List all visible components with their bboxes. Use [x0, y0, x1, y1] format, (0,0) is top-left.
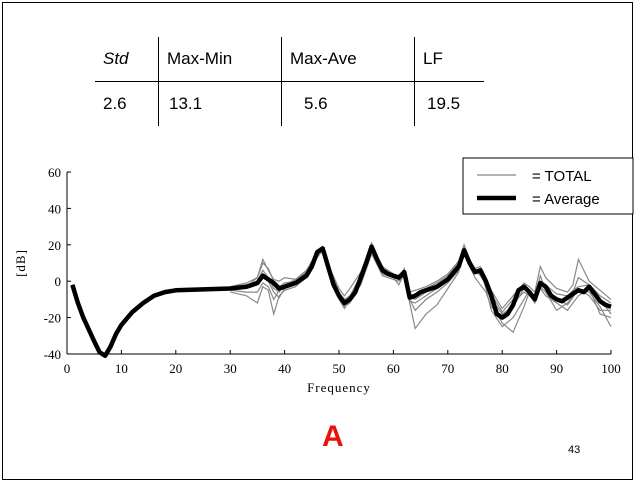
y-tick-label: 20 [48, 238, 61, 253]
slide-border [2, 2, 633, 480]
y-tick-label: 0 [55, 274, 62, 289]
x-tick-label: 90 [550, 361, 563, 376]
series-total-line [230, 246, 612, 314]
x-tick-label: 40 [278, 361, 291, 376]
x-tick-label: 60 [387, 361, 400, 376]
chart-legend: = TOTAL = Average [462, 157, 634, 215]
y-axis-ticks: -40 -20 0 20 40 60 [44, 165, 71, 362]
x-tick-label: 50 [333, 361, 346, 376]
legend-label-total: = TOTAL [532, 168, 592, 185]
series-total-line [230, 244, 612, 315]
y-tick-label: -20 [44, 311, 61, 326]
y-tick-label: 60 [48, 165, 61, 180]
page-number: 43 [568, 444, 581, 456]
x-tick-label: 100 [601, 361, 621, 376]
x-tick-label: 20 [169, 361, 182, 376]
series-average-line [70, 244, 612, 359]
x-tick-label: 70 [441, 361, 454, 376]
x-axis-ticks: 0 10 20 30 40 50 60 70 80 90 100 [64, 350, 621, 376]
stats-header-std: Std [95, 37, 159, 82]
stats-header-row: Std Max-Min Max-Ave LF [95, 37, 484, 82]
x-tick-label: 30 [224, 361, 237, 376]
y-tick-label: 40 [48, 201, 61, 216]
stats-value-row: 2.6 13.1 5.6 19.5 [95, 81, 484, 126]
panel-label: A [322, 420, 344, 453]
series-average-line [70, 244, 612, 359]
y-tick-label: -40 [44, 347, 61, 362]
x-tick-label: 0 [64, 361, 71, 376]
stats-header-max-min: Max-Min [158, 37, 282, 82]
y-axis-label: [dB] [13, 249, 28, 277]
x-axis-label: Frequency [307, 380, 371, 395]
x-tick-label: 80 [496, 361, 509, 376]
legend-box [462, 157, 634, 215]
stats-table: Std Max-Min Max-Ave LF 2.6 13.1 5.6 19.5 [95, 37, 484, 126]
stats-value-max-min: 13.1 [158, 81, 282, 126]
stats-value-max-ave: 5.6 [281, 81, 415, 126]
legend-label-average: = Average [532, 191, 600, 208]
stats-value-lf: 19.5 [414, 81, 484, 126]
stats-value-std: 2.6 [95, 81, 159, 126]
x-tick-label: 10 [115, 361, 128, 376]
